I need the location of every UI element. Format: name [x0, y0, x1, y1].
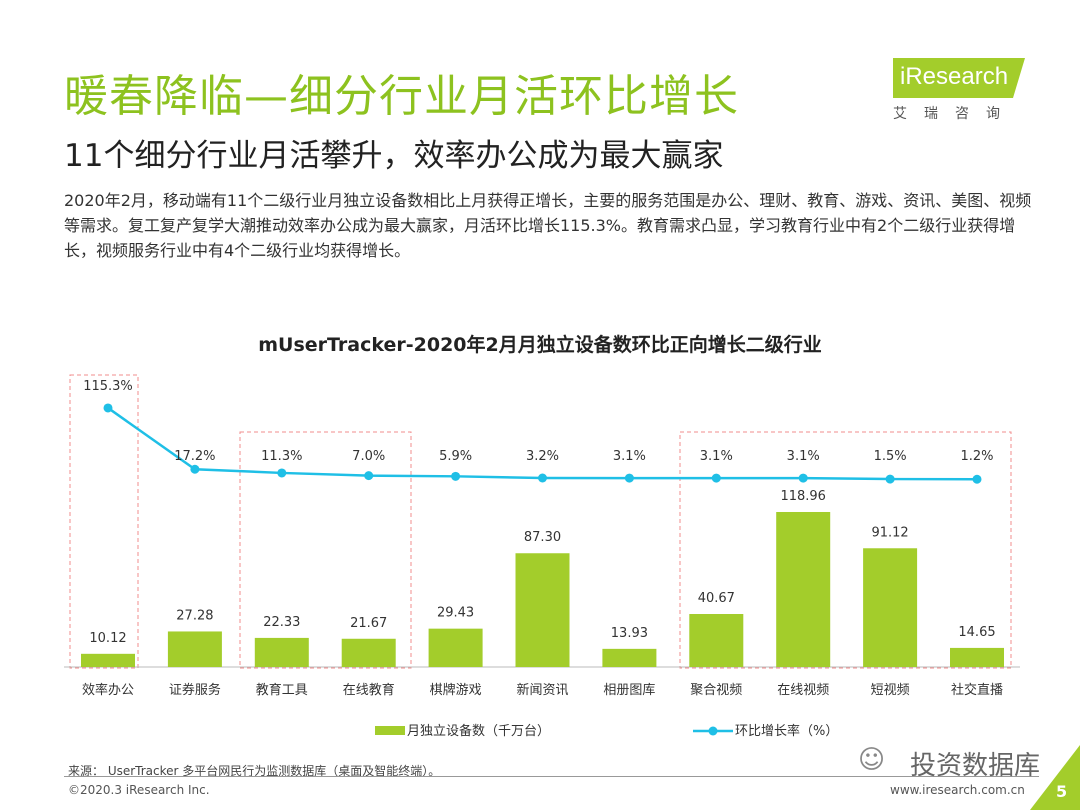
- bar: [254, 637, 309, 667]
- x-tick-label: 在线教育: [343, 682, 395, 698]
- x-tick-label: 效率办公: [82, 682, 134, 698]
- growth-label: 7.0%: [352, 449, 385, 464]
- growth-point: [624, 473, 634, 483]
- page-title: 暖春降临—细分行业月活环比增长: [64, 71, 739, 122]
- highlight-box: [679, 431, 1012, 669]
- bar-label: 27.28: [176, 608, 213, 623]
- bar-label: 22.33: [263, 615, 300, 630]
- growth-label: 17.2%: [174, 449, 215, 464]
- legend-bar-label: 月独立设备数（千万台）: [407, 723, 550, 739]
- growth-label: 1.5%: [874, 449, 907, 464]
- copyright: ©2020.3 iResearch Inc.: [68, 783, 210, 797]
- bar-label: 40.67: [698, 591, 735, 606]
- page-number: 5: [1056, 782, 1068, 801]
- bar-label: 13.93: [611, 626, 648, 641]
- page-subtitle: 11个细分行业月活攀升，效率办公成为最大赢家: [64, 138, 724, 174]
- bar-label: 91.12: [871, 525, 908, 540]
- highlight-box: [69, 374, 139, 669]
- legend-line-label: 环比增长率（%）: [735, 723, 838, 739]
- bar-label: 29.43: [437, 606, 474, 621]
- bar-label: 10.12: [89, 631, 126, 646]
- growth-label: 3.1%: [787, 449, 820, 464]
- bar: [776, 511, 831, 667]
- x-tick-label: 棋牌游戏: [430, 682, 482, 698]
- growth-point: [972, 474, 982, 484]
- x-tick-label: 证券服务: [169, 682, 221, 698]
- x-tick-label: 聚合视频: [690, 683, 742, 698]
- x-tick-label: 相册图库: [603, 682, 655, 698]
- growth-point: [364, 471, 374, 481]
- logo-shape: [893, 58, 1025, 98]
- growth-point: [451, 471, 461, 481]
- growth-line: [107, 406, 978, 481]
- x-tick-label: 教育工具: [256, 682, 308, 698]
- growth-point: [538, 473, 547, 483]
- description: 2020年2月，移动端有11个二级行业月独立设备数相比上月获得正增长，主要的服务…: [64, 191, 1032, 260]
- bar-label: 21.67: [350, 616, 387, 631]
- bar: [81, 653, 135, 667]
- growth-label: 11.3%: [261, 449, 302, 464]
- bar-label: 87.30: [524, 530, 561, 545]
- growth-point: [277, 468, 287, 478]
- x-tick-label: 社交直播: [951, 682, 1003, 698]
- wechat-icon: ☺: [858, 745, 886, 775]
- x-tick-label: 新闻资讯: [516, 682, 568, 698]
- x-tick-label: 在线视频: [777, 683, 829, 698]
- logo: iResearch: [900, 63, 1009, 90]
- bar: [602, 648, 657, 667]
- watermark: 投资数据库: [910, 751, 1041, 781]
- bar: [950, 647, 1004, 667]
- growth-label: 3.1%: [700, 449, 733, 464]
- bar: [689, 614, 744, 667]
- source-note: 来源： UserTracker 多平台网民行为监测数据库（桌面及智能终端）。: [68, 764, 441, 778]
- divider: [64, 776, 1039, 777]
- bar-label: 118.96: [780, 489, 826, 504]
- website-url: www.iresearch.com.cn: [890, 783, 1025, 797]
- growth-label: 3.2%: [526, 449, 559, 464]
- growth-point: [190, 464, 200, 474]
- page-corner-shape: [1030, 745, 1080, 810]
- growth-point: [711, 473, 721, 483]
- logo-subtitle: 艾瑞咨询: [893, 106, 1017, 122]
- growth-label: 5.9%: [439, 449, 472, 464]
- bar: [341, 638, 396, 667]
- bar: [167, 631, 222, 667]
- highlight-box: [239, 431, 412, 669]
- growth-point: [103, 403, 113, 413]
- growth-point: [798, 473, 808, 483]
- bar: [863, 548, 918, 667]
- bar: [428, 628, 483, 667]
- growth-point: [885, 474, 895, 484]
- growth-label: 1.2%: [960, 449, 993, 464]
- x-tick-label: 短视频: [871, 683, 910, 698]
- bar: [515, 553, 570, 667]
- legend-line-marker: [708, 726, 718, 736]
- growth-label: 115.3%: [83, 379, 133, 394]
- legend-bar-swatch: [375, 726, 405, 735]
- growth-label: 3.1%: [613, 449, 646, 464]
- bar-label: 14.65: [958, 625, 995, 640]
- chart-title: mUserTracker-2020年2月月独立设备数环比正向增长二级行业: [258, 334, 822, 356]
